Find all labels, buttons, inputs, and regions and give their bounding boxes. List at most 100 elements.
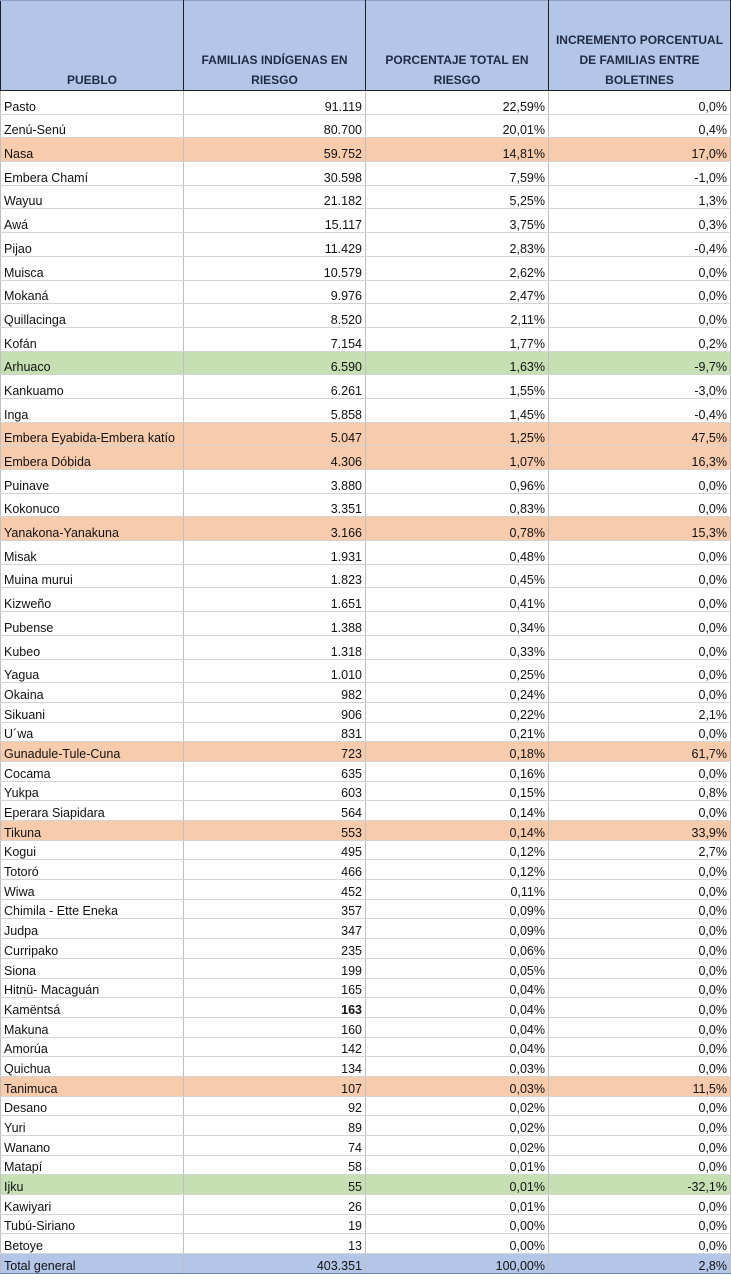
table-row: Sikuani 906 0,22% 2,1% [0, 701, 731, 723]
table-row: Kizweño 1.651 0,41% 0,0% [0, 587, 731, 613]
cell-porcentaje: 0,11% [365, 879, 549, 900]
cell-porcentaje: 0,02% [365, 1095, 549, 1117]
cell-porcentaje: 0,48% [365, 540, 549, 565]
cell-incremento: 11,5% [548, 1075, 731, 1097]
cell-pueblo: Kawiyari [0, 1194, 184, 1215]
cell-pueblo: Tikuna [0, 820, 184, 841]
cell-pueblo: Amorúa [0, 1036, 184, 1058]
total-familias: 403.351 [183, 1253, 366, 1275]
cell-incremento: 0,0% [548, 611, 731, 636]
cell-pueblo: Kofán [0, 326, 184, 352]
cell-pueblo: Yagua [0, 658, 184, 684]
table-row: Zenú-Senú 80.700 20,01% 0,4% [0, 113, 731, 139]
cell-incremento: 0,0% [548, 721, 731, 743]
cell-incremento: 0,0% [548, 563, 731, 589]
cell-familias: 635 [183, 760, 366, 782]
cell-porcentaje: 0,45% [365, 563, 549, 589]
table-row: Wiwa 452 0,11% 0,0% [0, 879, 731, 900]
cell-pueblo: Wanano [0, 1135, 184, 1156]
cell-incremento: 0,0% [548, 760, 731, 782]
cell-pueblo: Chimila - Ette Eneka [0, 898, 184, 920]
cell-porcentaje: 1,55% [365, 374, 549, 399]
cell-pueblo: Yuri [0, 1115, 184, 1136]
cell-porcentaje: 0,96% [365, 469, 549, 494]
cell-familias: 1.318 [183, 634, 366, 660]
cell-pueblo: Wiwa [0, 879, 184, 900]
cell-incremento: 0,0% [548, 1154, 731, 1176]
cell-pueblo: Tubú-Siriano [0, 1213, 184, 1235]
cell-incremento: 0,0% [548, 1016, 731, 1038]
cell-incremento: 0,0% [548, 1056, 731, 1077]
cell-pueblo: Kankuamo [0, 374, 184, 399]
cell-pueblo: Curripako [0, 938, 184, 959]
cell-familias: 553 [183, 820, 366, 841]
table-row: Quillacinga 8.520 2,11% 0,0% [0, 303, 731, 328]
cell-incremento: 15,3% [548, 516, 731, 542]
cell-pueblo: Yukpa [0, 780, 184, 802]
table-row: Cocama 635 0,16% 0,0% [0, 760, 731, 782]
table-row: Kubeo 1.318 0,33% 0,0% [0, 634, 731, 660]
cell-incremento: 0,0% [548, 587, 731, 613]
cell-porcentaje: 14,81% [365, 137, 549, 163]
table-row: Matapí 58 0,01% 0,0% [0, 1154, 731, 1176]
cell-porcentaje: 2,83% [365, 232, 549, 257]
cell-familias: 564 [183, 800, 366, 821]
cell-porcentaje: 1,77% [365, 326, 549, 352]
cell-pueblo: Inga [0, 397, 184, 423]
table-row: Kokonuco 3.351 0,83% 0,0% [0, 492, 731, 518]
table-row: Inga 5.858 1,45% -0,4% [0, 397, 731, 423]
header-familias: FAMILIAS INDÍGENAS EN RIESGO [183, 0, 366, 91]
table-row: Embera Chamí 30.598 7,59% -1,0% [0, 161, 731, 186]
cell-incremento: 1,3% [548, 184, 731, 210]
table-row: Pijao 11.429 2,83% -0,4% [0, 232, 731, 257]
cell-incremento: 0,2% [548, 326, 731, 352]
cell-pueblo: Arhuaco [0, 350, 184, 376]
cell-incremento: 0,0% [548, 682, 731, 703]
cell-porcentaje: 0,18% [365, 741, 549, 762]
cell-familias: 107 [183, 1075, 366, 1097]
cell-familias: 10.579 [183, 255, 366, 281]
cell-pueblo: U´wa [0, 721, 184, 743]
table-row: Pubense 1.388 0,34% 0,0% [0, 611, 731, 636]
cell-incremento: 0,0% [548, 255, 731, 281]
cell-familias: 59.752 [183, 137, 366, 163]
cell-familias: 3.166 [183, 516, 366, 542]
cell-pueblo: Wayuu [0, 184, 184, 210]
cell-pueblo: Awá [0, 208, 184, 234]
cell-familias: 199 [183, 957, 366, 979]
table-row: Chimila - Ette Eneka 357 0,09% 0,0% [0, 898, 731, 920]
cell-familias: 5.858 [183, 397, 366, 423]
cell-pueblo: Matapí [0, 1154, 184, 1176]
cell-familias: 1.388 [183, 611, 366, 636]
cell-incremento: 0,0% [548, 859, 731, 881]
cell-porcentaje: 0,05% [365, 957, 549, 979]
header-incremento: INCREMENTO PORCENTUAL DE FAMILIAS ENTRE … [548, 0, 731, 91]
table-row: Yagua 1.010 0,25% 0,0% [0, 658, 731, 684]
cell-incremento: 0,0% [548, 898, 731, 920]
total-porcentaje: 100,00% [365, 1253, 549, 1275]
cell-pueblo: Gunadule-Tule-Cuna [0, 741, 184, 762]
cell-familias: 74 [183, 1135, 366, 1156]
cell-porcentaje: 0,03% [365, 1075, 549, 1097]
cell-porcentaje: 0,02% [365, 1135, 549, 1156]
cell-incremento: -1,0% [548, 161, 731, 186]
cell-pueblo: Kizweño [0, 587, 184, 613]
table-row: Pasto 91.119 22,59% 0,0% [0, 90, 731, 115]
cell-familias: 831 [183, 721, 366, 743]
table-row: Wayuu 21.182 5,25% 1,3% [0, 184, 731, 210]
table-row: Nasa 59.752 14,81% 17,0% [0, 137, 731, 163]
cell-familias: 495 [183, 839, 366, 861]
cell-familias: 55 [183, 1174, 366, 1196]
cell-pueblo: Embera Dóbida [0, 445, 184, 470]
cell-familias: 58 [183, 1154, 366, 1176]
cell-porcentaje: 1,07% [365, 445, 549, 470]
cell-familias: 723 [183, 741, 366, 762]
table-row: Awá 15.117 3,75% 0,3% [0, 208, 731, 234]
table-row: Makuna 160 0,04% 0,0% [0, 1016, 731, 1038]
cell-porcentaje: 0,09% [365, 918, 549, 940]
cell-pueblo: Pijao [0, 232, 184, 257]
cell-familias: 9.976 [183, 279, 366, 305]
cell-porcentaje: 0,03% [365, 1056, 549, 1077]
table-row: Desano 92 0,02% 0,0% [0, 1095, 731, 1117]
cell-pueblo: Embera Eyabida-Embera katío [0, 421, 184, 447]
